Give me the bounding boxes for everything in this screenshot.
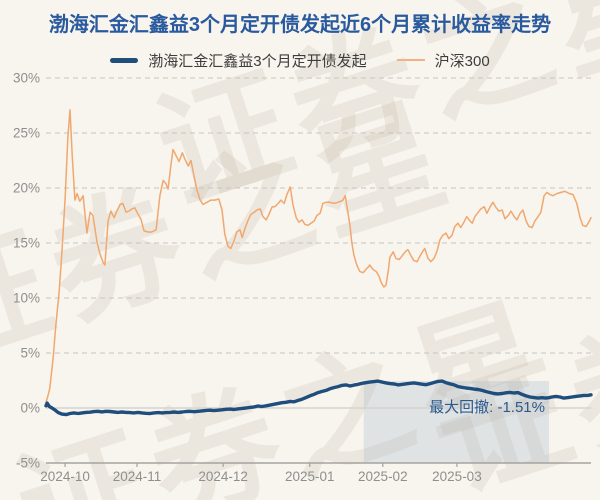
fund-line (44, 379, 593, 417)
y-tick-label: 20% (13, 181, 40, 196)
y-tick-label: -5% (16, 456, 40, 471)
legend-label-csi300: 沪深300 (434, 52, 490, 70)
fund-line-swatch-icon (110, 57, 139, 63)
y-tick-label: 30% (13, 71, 40, 86)
y-tick-label: 15% (13, 236, 40, 251)
page-title: 渤海汇金汇鑫益3个月定开债发起近6个月累计收益率走势 (48, 14, 552, 36)
y-tick-label: 0% (20, 401, 40, 416)
x-tick-label: 2024-11 (113, 469, 162, 484)
x-tick-label: 2025-03 (432, 469, 482, 484)
legend-item-fund[interactable]: 渤海汇金汇鑫益3个月定开债发起 (110, 50, 367, 71)
y-tick-label: 5% (20, 346, 40, 361)
y-tick-label: 10% (13, 291, 40, 306)
max-drawdown-label: 最大回撤: -1.51% (429, 399, 545, 416)
chart-legend: 渤海汇金汇鑫益3个月定开债发起 沪深300 (0, 50, 600, 70)
x-tick-label: 2025-02 (358, 469, 408, 484)
x-tick-label: 2024-12 (198, 469, 248, 484)
y-tick-label: 25% (13, 126, 40, 141)
legend-label-fund: 渤海汇金汇鑫益3个月定开债发起 (148, 52, 367, 70)
csi300-line-swatch-icon (396, 59, 425, 61)
csi300-line (45, 109, 592, 404)
x-tick-label: 2024-10 (40, 469, 90, 484)
x-tick-label: 2025-01 (285, 469, 335, 484)
drawdown-region (363, 381, 550, 463)
legend-item-csi300[interactable]: 沪深300 (396, 50, 490, 71)
